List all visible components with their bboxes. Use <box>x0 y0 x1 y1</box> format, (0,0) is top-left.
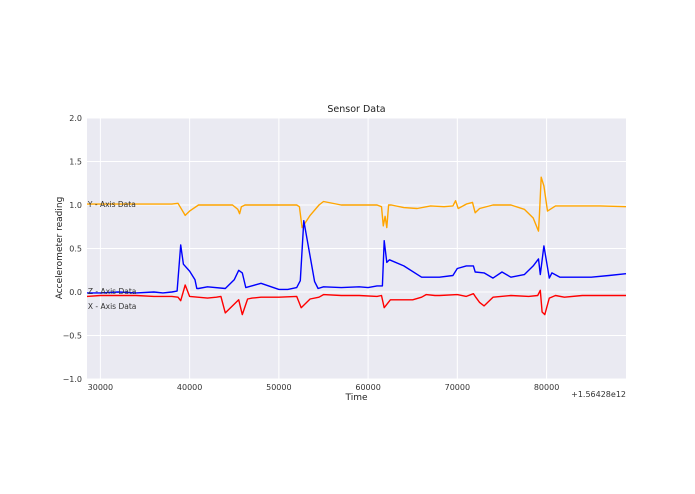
chart-title: Sensor Data <box>327 104 385 115</box>
x-tick-label: 80000 <box>534 383 559 392</box>
series-annotation: Z - Axis Data <box>88 287 136 296</box>
y-axis-label: Accelerometer reading <box>55 197 65 300</box>
x-axis-data-line <box>86 284 626 316</box>
y-tick-label: −0.5 <box>63 332 82 341</box>
series-annotation: X - Axis Data <box>88 302 136 311</box>
y-tick-label: 0.5 <box>69 245 82 254</box>
z-axis-data-line <box>87 219 627 294</box>
series-layer <box>86 176 627 316</box>
y-axis-data-line <box>87 176 627 232</box>
series-annotations: Y - Axis Data Z - Axis Data X - Axis Data <box>87 200 136 311</box>
y-tick-label: 2.0 <box>69 114 82 123</box>
x-tick-label: 60000 <box>355 383 380 392</box>
x-offset-label: +1.56428e12 <box>571 390 626 399</box>
x-tick-label: 50000 <box>266 383 291 392</box>
x-axis-label: Time <box>344 393 367 403</box>
y-tick-label: 1.0 <box>69 201 82 210</box>
grid-lines <box>87 117 626 380</box>
y-tick-label: −1.0 <box>63 375 82 384</box>
y-tick-labels: −1.0 −0.5 0.0 0.5 1.0 1.5 2.0 <box>63 114 82 384</box>
y-tick-label: 1.5 <box>69 158 82 167</box>
series-annotation: Y - Axis Data <box>87 200 136 209</box>
y-tick-label: 0.0 <box>69 288 82 297</box>
x-tick-label: 30000 <box>88 383 113 392</box>
x-tick-label: 40000 <box>177 383 202 392</box>
x-tick-label: 70000 <box>445 383 470 392</box>
x-tick-labels: 30000 40000 50000 60000 70000 80000 <box>88 383 560 392</box>
